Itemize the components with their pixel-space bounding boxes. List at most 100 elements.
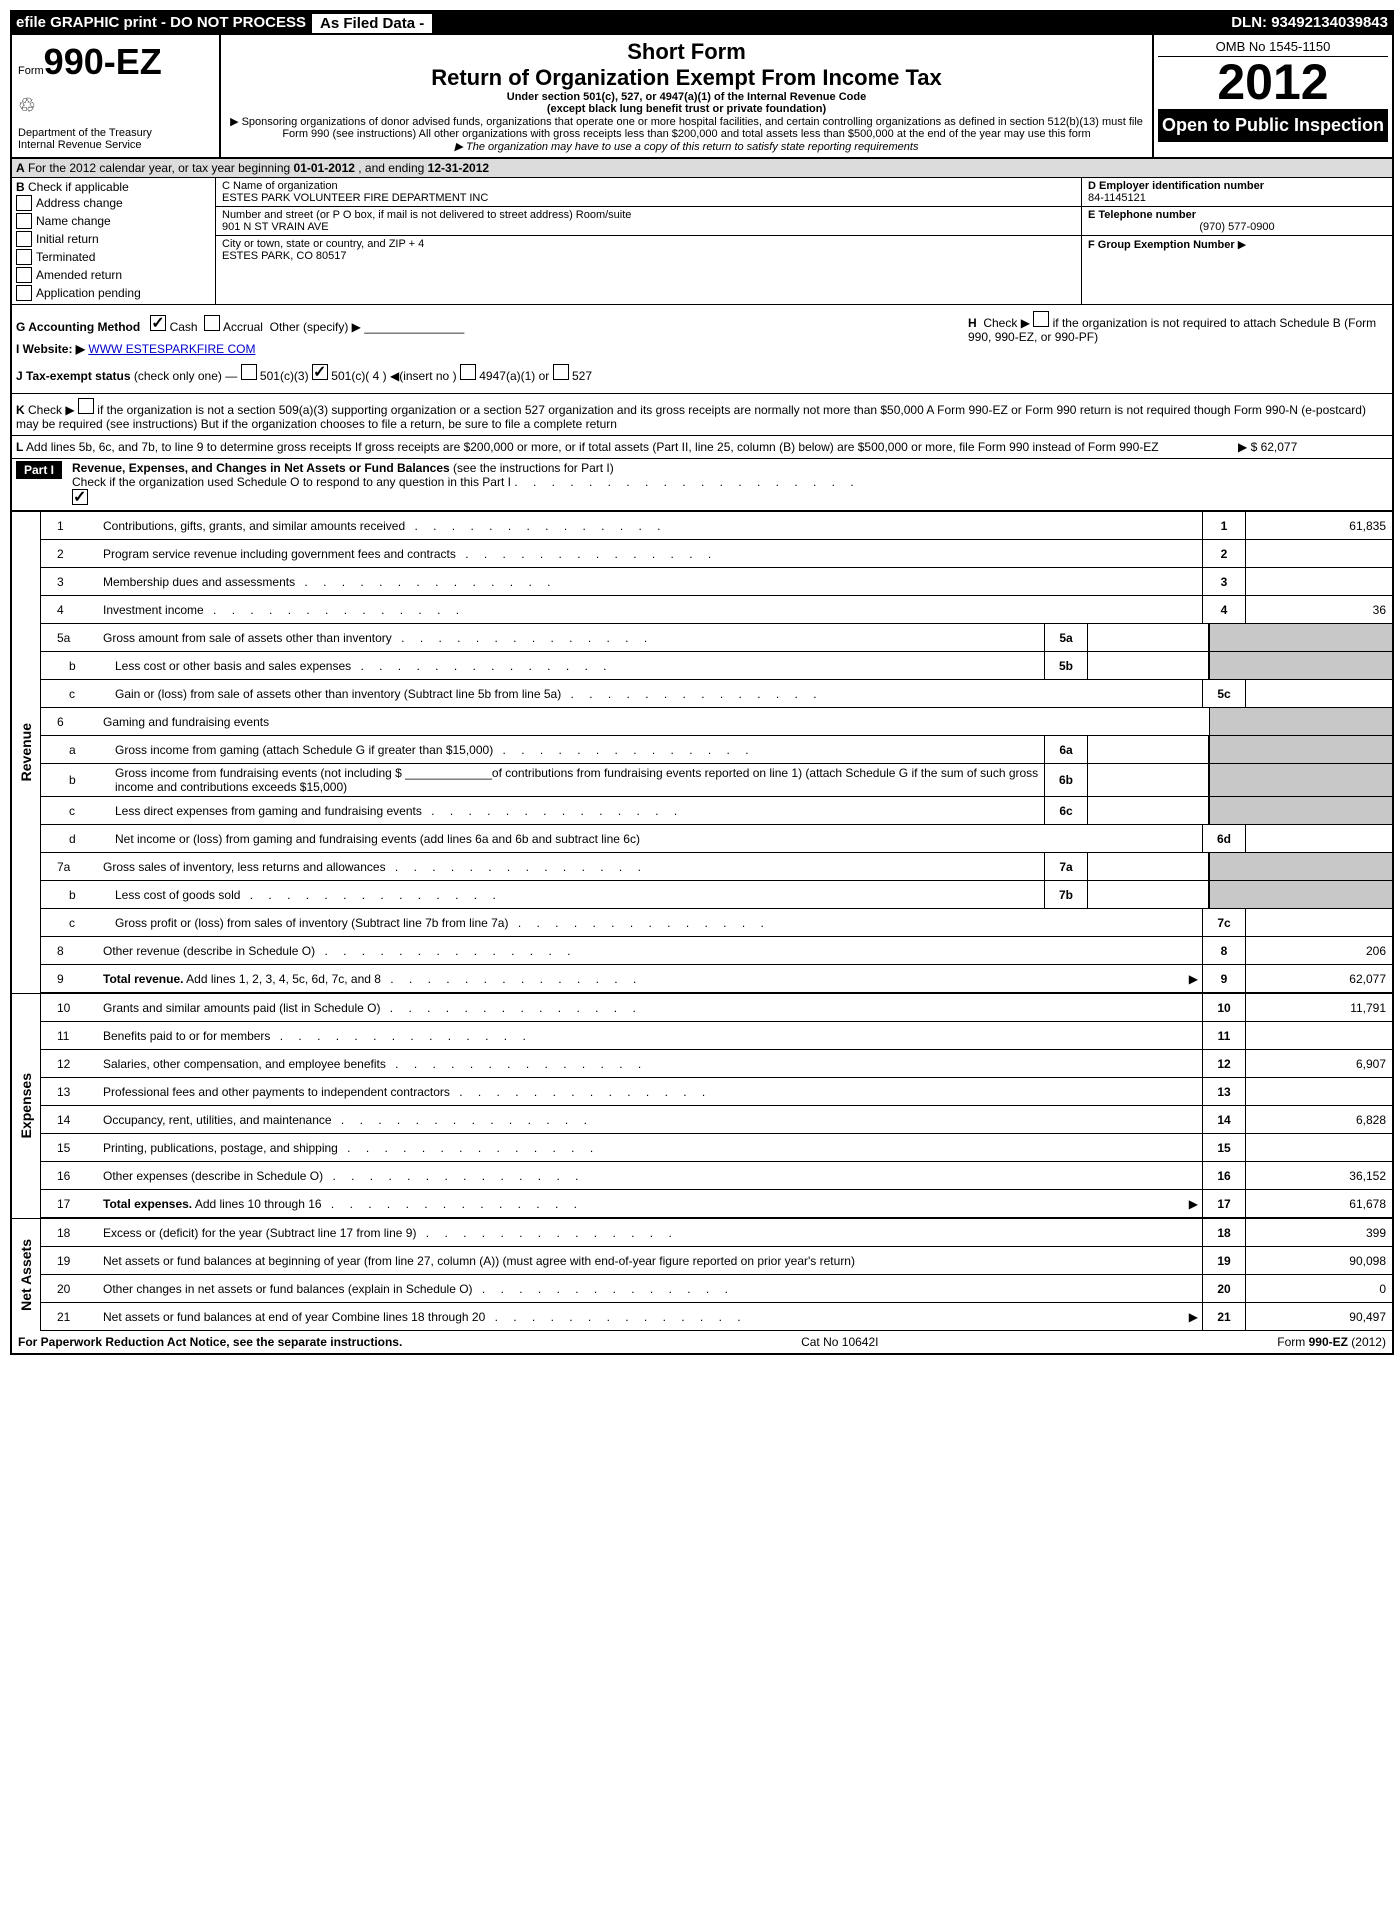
value-line-11 <box>1245 1022 1392 1049</box>
value-line-13 <box>1245 1078 1392 1105</box>
value-line-7c <box>1245 909 1392 936</box>
value-line-3 <box>1245 568 1392 595</box>
dept-treasury: Department of the Treasury <box>18 127 213 139</box>
line-b: bLess cost of goods sold . . . . . . . .… <box>41 881 1392 909</box>
city-value: ESTES PARK, CO 80517 <box>222 250 1075 262</box>
expenses-label: Expenses <box>18 1073 34 1138</box>
line-10: 10Grants and similar amounts paid (list … <box>41 994 1392 1022</box>
check-schedule-b[interactable] <box>1033 311 1049 327</box>
dept-irs: Internal Revenue Service <box>18 139 213 151</box>
city-label: City or town, state or country, and ZIP … <box>222 238 1075 250</box>
check-initial-return[interactable]: Initial return <box>16 230 211 248</box>
line-3: 3Membership dues and assessments . . . .… <box>41 568 1392 596</box>
dln-value: 93492134039843 <box>1271 14 1388 31</box>
check-application-pending[interactable]: Application pending <box>16 284 211 302</box>
value-line-16: 36,152 <box>1245 1162 1392 1189</box>
value-line-21: 90,497 <box>1245 1303 1392 1330</box>
check-cash[interactable] <box>150 315 166 331</box>
line-12: 12Salaries, other compensation, and empl… <box>41 1050 1392 1078</box>
value-line-10: 11,791 <box>1245 994 1392 1021</box>
efile-asfiled: As Filed Data - <box>312 14 432 33</box>
check-schedule-o[interactable] <box>72 489 88 505</box>
line-14: 14Occupancy, rent, utilities, and mainte… <box>41 1106 1392 1134</box>
value-line-5c <box>1245 680 1392 707</box>
line-18: 18Excess or (deficit) for the year (Subt… <box>41 1219 1392 1247</box>
ein-value: 84-1145121 <box>1088 192 1386 204</box>
form-title: Return of Organization Exempt From Incom… <box>227 65 1146 91</box>
value-line-1: 61,835 <box>1245 512 1392 539</box>
value-line-12: 6,907 <box>1245 1050 1392 1077</box>
group-exemption-arrow: ▶ <box>1238 239 1246 251</box>
accounting-method-label: G Accounting Method <box>16 320 140 334</box>
value-line-20: 0 <box>1245 1275 1392 1302</box>
efile-bar: efile GRAPHIC print - DO NOT PROCESS As … <box>12 12 1392 35</box>
website-link[interactable]: WWW ESTESPARKFIRE COM <box>88 342 255 356</box>
part-1-title: Revenue, Expenses, and Changes in Net As… <box>72 461 450 475</box>
check-amended-return[interactable]: Amended return <box>16 266 211 284</box>
column-b-checkboxes: B Check if applicable Address change Nam… <box>12 178 216 304</box>
section-k: K Check ▶ if the organization is not a s… <box>12 394 1392 436</box>
line-b: bLess cost or other basis and sales expe… <box>41 652 1392 680</box>
line-20: 20Other changes in net assets or fund ba… <box>41 1275 1392 1303</box>
line-8: 8Other revenue (describe in Schedule O) … <box>41 937 1392 965</box>
column-c-org-info: C Name of organization ESTES PARK VOLUNT… <box>216 178 1082 304</box>
netassets-label: Net Assets <box>18 1239 34 1311</box>
efile-prefix: efile GRAPHIC print - DO NOT PROCESS <box>16 14 306 33</box>
check-527[interactable] <box>553 364 569 380</box>
value-line-17: 61,678 <box>1245 1190 1392 1217</box>
revenue-section: Revenue 1Contributions, gifts, grants, a… <box>12 511 1392 993</box>
value-line-15 <box>1245 1134 1392 1161</box>
check-501c3[interactable] <box>241 364 257 380</box>
subtitle-1: Under section 501(c), 527, or 4947(a)(1)… <box>227 91 1146 103</box>
section-l: L Add lines 5b, 6c, and 7b, to line 9 to… <box>12 436 1392 459</box>
subtitle-2: (except black lung benefit trust or priv… <box>227 103 1146 115</box>
form-footer: For Paperwork Reduction Act Notice, see … <box>12 1331 1392 1353</box>
website-label: I Website: ▶ <box>16 342 85 356</box>
row-g-h: G Accounting Method Cash Accrual Other (… <box>12 305 1392 394</box>
check-k[interactable] <box>78 398 94 414</box>
line-21: 21Net assets or fund balances at end of … <box>41 1303 1392 1331</box>
line-4: 4Investment income . . . . . . . . . . .… <box>41 596 1392 624</box>
line-1: 1Contributions, gifts, grants, and simil… <box>41 512 1392 540</box>
form-header: Form 990-EZ ♲ Department of the Treasury… <box>12 35 1392 159</box>
line-9: 9Total revenue. Add lines 1, 2, 3, 4, 5c… <box>41 965 1392 993</box>
dln-label: DLN: <box>1231 14 1267 31</box>
line-a: aGross income from gaming (attach Schedu… <box>41 736 1392 764</box>
footer-paperwork: For Paperwork Reduction Act Notice, see … <box>18 1335 402 1349</box>
value-line-6d <box>1245 825 1392 852</box>
info-grid: B Check if applicable Address change Nam… <box>12 178 1392 305</box>
section-a-tax-year: A For the 2012 calendar year, or tax yea… <box>12 159 1392 178</box>
revenue-label: Revenue <box>18 723 34 781</box>
phone-value: (970) 577-0900 <box>1088 221 1386 233</box>
part-1-label: Part I <box>16 461 62 479</box>
check-address-change[interactable]: Address change <box>16 194 211 212</box>
line-c: cGain or (loss) from sale of assets othe… <box>41 680 1392 708</box>
check-terminated[interactable]: Terminated <box>16 248 211 266</box>
footer-cat-no: Cat No 10642I <box>801 1335 878 1349</box>
value-line-2 <box>1245 540 1392 567</box>
open-to-public: Open to Public Inspection <box>1158 109 1388 142</box>
check-501c[interactable] <box>312 364 328 380</box>
line-19: 19Net assets or fund balances at beginni… <box>41 1247 1392 1275</box>
line-b: bGross income from fundraising events (n… <box>41 764 1392 797</box>
form-990ez: efile GRAPHIC print - DO NOT PROCESS As … <box>10 10 1394 1355</box>
check-4947[interactable] <box>460 364 476 380</box>
check-accrual[interactable] <box>204 315 220 331</box>
line-d: dNet income or (loss) from gaming and fu… <box>41 825 1392 853</box>
value-line-18: 399 <box>1245 1219 1392 1246</box>
line-c: cGross profit or (loss) from sales of in… <box>41 909 1392 937</box>
group-exemption-label: F Group Exemption Number <box>1088 239 1235 251</box>
schedule-b-text: if the organization is not required to a… <box>968 316 1376 344</box>
org-name-label: C Name of organization <box>222 180 1075 192</box>
expenses-section: Expenses 10Grants and similar amounts pa… <box>12 993 1392 1218</box>
value-line-9: 62,077 <box>1245 965 1392 992</box>
part-1-header: Part I Revenue, Expenses, and Changes in… <box>12 459 1392 511</box>
value-line-8: 206 <box>1245 937 1392 964</box>
line-c: cLess direct expenses from gaming and fu… <box>41 797 1392 825</box>
column-d-ein: D Employer identification number 84-1145… <box>1082 178 1392 304</box>
line-17: 17Total expenses. Add lines 10 through 1… <box>41 1190 1392 1218</box>
line-16: 16Other expenses (describe in Schedule O… <box>41 1162 1392 1190</box>
line-7a: 7aGross sales of inventory, less returns… <box>41 853 1392 881</box>
phone-label: E Telephone number <box>1088 209 1196 221</box>
check-name-change[interactable]: Name change <box>16 212 211 230</box>
